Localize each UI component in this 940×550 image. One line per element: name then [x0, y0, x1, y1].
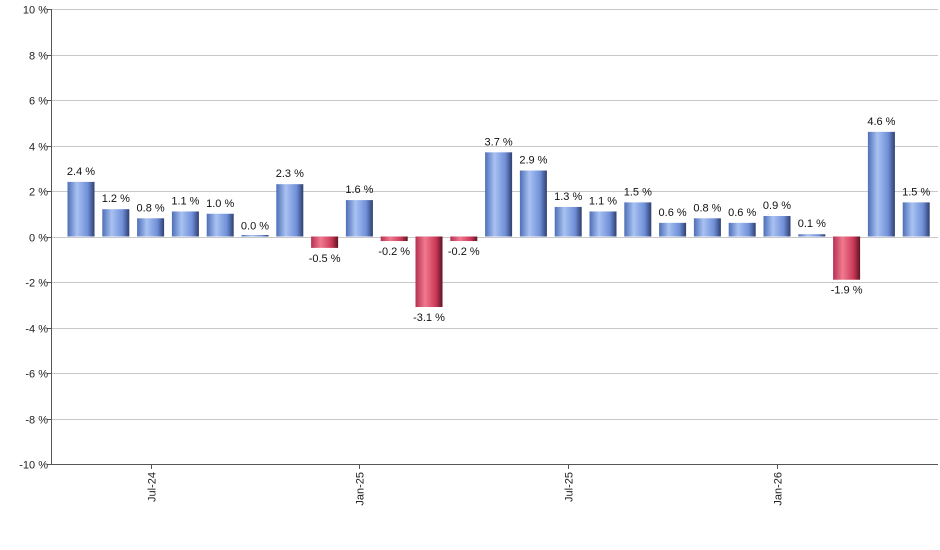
data-label: 2.4 %: [67, 166, 95, 178]
data-label: 1.1 %: [589, 195, 617, 207]
data-label: 1.1 %: [171, 195, 199, 207]
y-tick-label: 6 %: [29, 96, 48, 108]
data-label: 0.8 %: [137, 202, 165, 214]
bars: [67, 131, 930, 308]
data-label: 0.6 %: [728, 207, 756, 219]
data-label: -0.5 %: [309, 253, 341, 265]
data-label: 2.3 %: [276, 168, 304, 180]
data-label: 2.9 %: [519, 155, 547, 167]
data-label: 1.0 %: [206, 198, 234, 210]
data-label: 0.1 %: [798, 218, 826, 230]
data-label: -1.9 %: [831, 285, 863, 297]
data-label: 1.6 %: [345, 184, 373, 196]
bar: [206, 213, 234, 237]
data-label: 1.5 %: [624, 186, 652, 198]
bar: [102, 209, 130, 237]
y-tick-label: 2 %: [29, 187, 48, 199]
bar: [554, 206, 582, 237]
x-tick-label: Jul-25: [564, 472, 576, 502]
y-tick-label: 4 %: [29, 142, 48, 154]
bar: [833, 236, 861, 280]
data-label: 3.7 %: [485, 136, 513, 148]
y-tick-label: -8 %: [25, 415, 48, 427]
bar: [798, 234, 826, 237]
bar: [589, 211, 617, 237]
x-axis-ticks: Jul-24 Jan-25 Jul-25 Jan-26: [147, 464, 785, 506]
bar: [450, 236, 478, 242]
bar: [659, 222, 687, 237]
data-label: 1.2 %: [102, 193, 130, 205]
bar: [137, 218, 165, 237]
bar: [311, 236, 339, 248]
data-label: 1.5 %: [902, 186, 930, 198]
y-tick-label: 10 %: [23, 5, 48, 17]
data-label: 0.8 %: [693, 202, 721, 214]
bar: [380, 236, 408, 242]
bar: [415, 236, 443, 308]
data-labels: 2.4 % 1.2 % 0.8 % 1.1 % 1.0 % 0.0 % 2.3 % -0.5 …: [67, 116, 931, 324]
x-tick-label: Jan-26: [773, 472, 785, 506]
data-label: 1.3 %: [554, 191, 582, 203]
data-label: 0.6 %: [659, 207, 687, 219]
y-tick-label: -10 %: [19, 460, 48, 472]
y-tick-label: 8 %: [29, 51, 48, 63]
bar: [902, 202, 930, 237]
axes: [51, 9, 938, 465]
bar: [345, 200, 373, 237]
x-tick-label: Jan-25: [355, 472, 367, 506]
data-label: 0.9 %: [763, 200, 791, 212]
bar: [763, 216, 791, 237]
bar: [867, 131, 895, 237]
data-label: -0.2 %: [378, 246, 410, 258]
y-axis-ticks: 10 % 8 % 6 % 4 % 2 % 0 % -2 % -4 % -6 % -8 % -10 %: [19, 5, 51, 472]
data-label: 4.6 %: [867, 116, 895, 128]
grid-lines: [51, 9, 938, 465]
bar: [171, 211, 199, 237]
bar: [241, 235, 269, 237]
x-tick-label: Jul-24: [147, 472, 159, 502]
y-tick-label: 0 %: [29, 233, 48, 245]
data-label: 0.0 %: [241, 221, 269, 233]
bar: [693, 218, 721, 237]
y-tick-label: -2 %: [25, 278, 48, 290]
bar: [624, 202, 652, 237]
y-tick-label: -4 %: [25, 324, 48, 336]
bar: [276, 184, 304, 237]
data-label: -0.2 %: [448, 246, 480, 258]
bar: [519, 170, 547, 237]
bar: [67, 181, 95, 237]
bar: [728, 222, 756, 237]
data-label: -3.1 %: [413, 312, 445, 324]
bar: [485, 152, 513, 237]
y-tick-label: -6 %: [25, 369, 48, 381]
